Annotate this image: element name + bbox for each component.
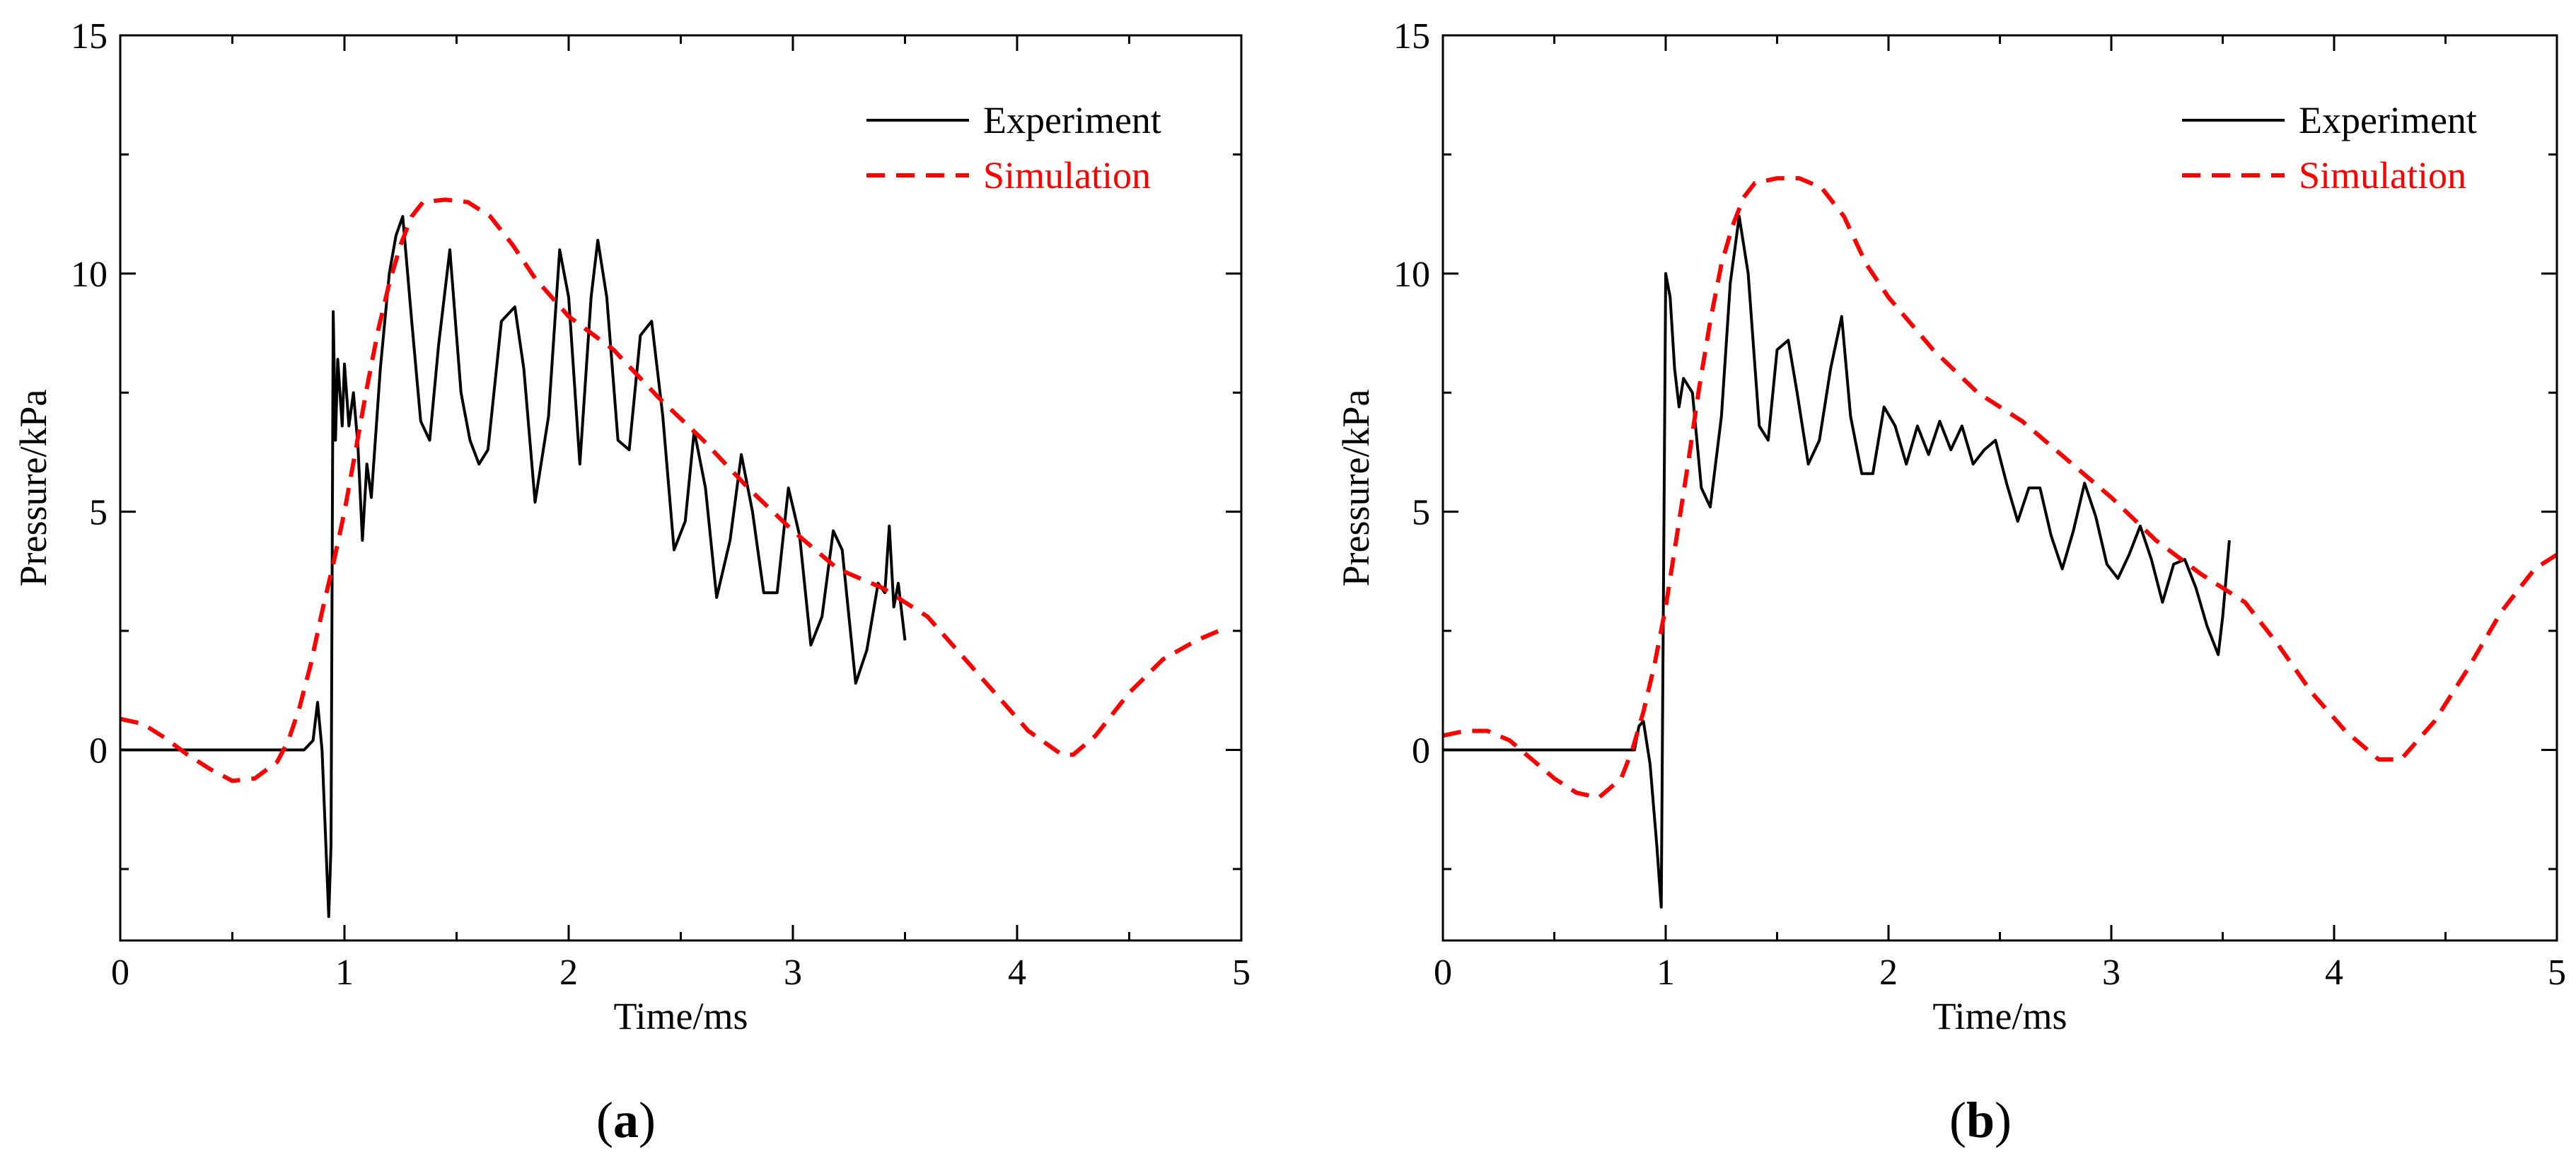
x-tick-label: 2 [559,953,578,993]
x-tick-label: 0 [111,953,129,993]
x-tick-label: 2 [1879,953,1898,993]
chart-panel-a: 0 1 2 3 4 5 0 5 10 15 Time/ms Pressure/kPa Experimen… [12,16,1251,1148]
series-line-experiment [120,215,907,919]
caption-letter: a [613,1092,639,1148]
chart-panel-b: 0 1 2 3 4 5 0 5 10 15 Time/ms Pressure/kPa Experimen… [1335,16,2566,1148]
series-line-experiment [1443,215,2231,909]
panel-caption: (a) [596,1092,656,1148]
legend-label-experiment: Experiment [2299,99,2477,141]
y-axis-title: Pressure/kPa [1335,389,1377,586]
y-axis-title: Pressure/kPa [12,389,54,586]
x-tick-label: 3 [784,953,802,993]
caption-paren: ) [639,1092,656,1148]
caption-letter: b [1966,1092,1995,1148]
x-axis-title: Time/ms [613,995,748,1037]
panel-caption: (b) [1949,1092,2012,1148]
x-tick-label: 0 [1434,953,1452,993]
x-tick-label: 3 [2102,953,2120,993]
x-tick-label: 1 [335,953,354,993]
legend-label-experiment: Experiment [983,99,1161,141]
x-tick-label: 4 [2325,953,2343,993]
caption-paren: ( [596,1092,613,1148]
y-tick-label: 0 [89,731,108,771]
y-tick-label: 5 [89,493,108,533]
legend-label-simulation: Simulation [983,154,1151,197]
y-tick-label: 5 [1412,493,1430,533]
series-line-simulation [1443,176,2557,800]
x-tick-label: 5 [1232,953,1251,993]
caption-paren: ( [1949,1092,1966,1148]
y-tick-label: 15 [71,16,108,57]
x-tick-label: 4 [1008,953,1026,993]
legend: Experiment Simulation [866,99,1161,197]
y-tick-label: 0 [1412,731,1430,771]
x-tick-label: 1 [1657,953,1675,993]
x-tick-label: 5 [2548,953,2566,993]
legend-label-simulation: Simulation [2299,154,2466,197]
y-tick-label: 10 [71,255,108,295]
series-line-simulation [120,197,1220,784]
legend: Experiment Simulation [2182,99,2477,197]
x-axis-title: Time/ms [1932,995,2067,1037]
y-tick-label: 10 [1393,255,1430,295]
caption-paren: ) [1995,1092,2012,1148]
y-tick-label: 15 [1393,16,1430,57]
